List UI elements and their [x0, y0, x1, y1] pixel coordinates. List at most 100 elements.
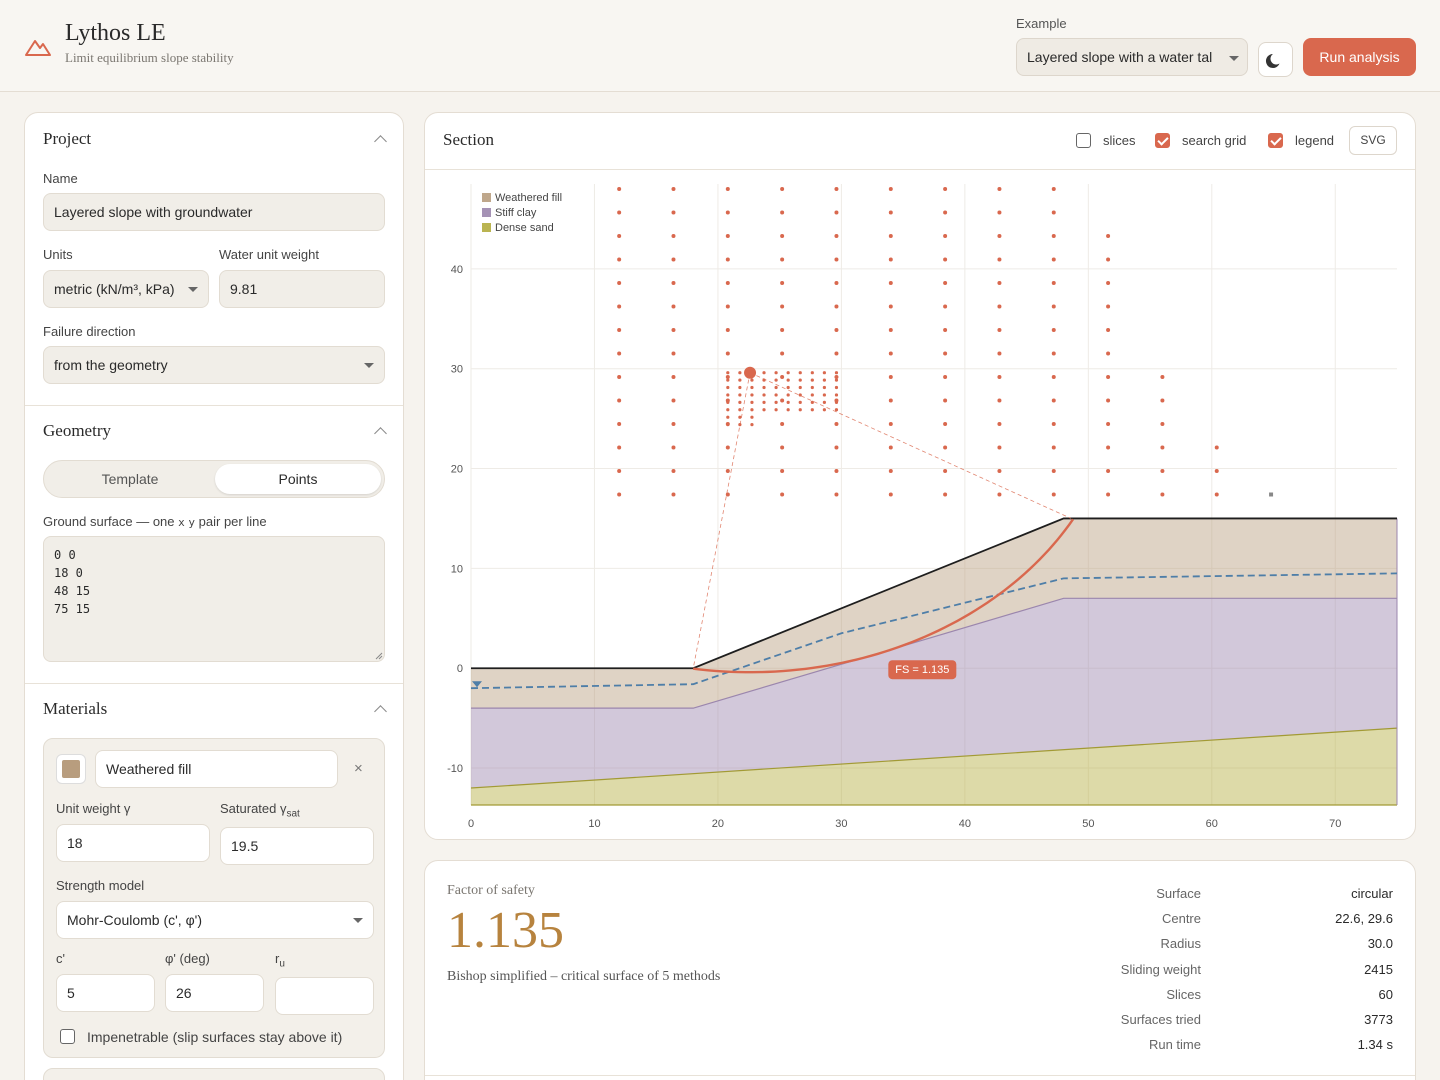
- run-analysis-button[interactable]: Run analysis: [1303, 38, 1416, 76]
- fine-grid-point: [798, 371, 802, 375]
- search-grid-point: [1160, 492, 1165, 497]
- fine-grid-point: [726, 400, 730, 404]
- chevron-up-icon[interactable]: [374, 427, 387, 440]
- fine-grid-point: [822, 385, 826, 390]
- ground-points-textarea[interactable]: 0 0 18 0 48 15 75 15: [43, 536, 385, 662]
- chevron-down-icon: [188, 287, 198, 292]
- search-grid-point: [671, 445, 676, 450]
- fine-grid-point: [774, 400, 778, 404]
- section-title: Section: [443, 130, 494, 149]
- cohesion-input[interactable]: 5: [56, 974, 155, 1012]
- ground-surface-line: [471, 517, 1397, 670]
- geometry-heading: Geometry: [43, 421, 111, 440]
- legend-swatch: [482, 208, 491, 217]
- search-grid-point: [997, 468, 1002, 473]
- search-grid-point: [834, 351, 839, 356]
- units-select[interactable]: metric (kN/m³, kPa): [43, 270, 209, 308]
- search-grid-point: [888, 492, 893, 497]
- fine-grid-point: [726, 415, 730, 419]
- legend-toggle-checkbox[interactable]: [1268, 133, 1283, 148]
- fine-grid-point: [822, 408, 826, 412]
- material-color-swatch: [62, 760, 80, 778]
- unit-weight-input[interactable]: 18: [56, 824, 210, 862]
- legend-label: Weathered fill: [495, 192, 562, 204]
- stat-label: Centre: [1161, 911, 1201, 927]
- search-grid-point: [888, 398, 893, 403]
- fine-grid-point: [822, 371, 826, 375]
- water-unit-weight-input[interactable]: 9.81: [219, 270, 385, 308]
- chevron-up-icon[interactable]: [374, 135, 387, 148]
- fine-grid-point: [786, 371, 790, 375]
- search-grid-point: [780, 280, 785, 285]
- material-card-next: [43, 1068, 385, 1080]
- water-table-line: [470, 572, 1398, 690]
- search-grid-point: [725, 257, 730, 262]
- export-svg-button[interactable]: SVG: [1349, 126, 1397, 155]
- strength-model-select[interactable]: Mohr-Coulomb (c', φ'): [56, 901, 374, 939]
- theme-toggle-button[interactable]: [1258, 42, 1293, 77]
- critical-centre-marker: [744, 366, 757, 379]
- search-grid-point: [943, 374, 948, 379]
- fine-grid-point: [762, 393, 766, 397]
- fine-grid-point: [810, 408, 814, 412]
- project-heading: Project: [43, 129, 92, 148]
- resize-handle-icon[interactable]: [375, 652, 383, 660]
- search-grid-point: [725, 210, 730, 215]
- search-grid-point: [834, 374, 839, 379]
- material-color-picker[interactable]: [56, 754, 86, 784]
- search-grid-point: [617, 374, 622, 379]
- stat-label: Surface: [1156, 886, 1201, 901]
- material-name-input[interactable]: Weathered fill: [95, 750, 338, 788]
- search-grid-point: [888, 186, 893, 191]
- search-grid-point: [943, 210, 948, 215]
- stat-label: Surfaces tried: [1120, 1012, 1201, 1027]
- tab-points[interactable]: Points: [215, 464, 381, 494]
- example-select[interactable]: Layered slope with a water tal: [1016, 38, 1248, 76]
- pore-ratio-input[interactable]: [275, 977, 374, 1015]
- x-tick-label: 20: [712, 818, 724, 830]
- dense-sand-layer: [471, 728, 1397, 805]
- search-grid-point: [888, 257, 893, 262]
- cohesion-label: c': [56, 951, 65, 966]
- search-grid-point: [997, 233, 1002, 238]
- search-grid-point: [617, 327, 622, 332]
- tab-template[interactable]: Template: [101, 471, 159, 487]
- search-grid-point: [834, 492, 839, 497]
- search-grid-point: [725, 445, 730, 450]
- x-tick-label: 50: [1082, 818, 1094, 830]
- impenetrable-checkbox[interactable]: [60, 1029, 75, 1044]
- slope-section-chart[interactable]: FS = 1.135 0 10 20 30 40 50 60 70 -10 0 10 20 30 40 Wea…: [425, 170, 1415, 840]
- search-grid-point: [997, 351, 1002, 356]
- search-grid-point: [1051, 421, 1056, 426]
- search-grid-point: [1051, 492, 1056, 497]
- remove-material-icon[interactable]: ×: [354, 760, 363, 777]
- saturated-weight-input[interactable]: 19.5: [220, 827, 374, 865]
- legend-label: Dense sand: [495, 222, 554, 234]
- legend-swatch: [482, 193, 491, 202]
- fine-grid-point: [762, 408, 766, 412]
- legend-toggle-label: legend: [1295, 133, 1335, 148]
- stat-value: 1.34 s: [1357, 1037, 1393, 1053]
- search-grid-point: [1106, 421, 1111, 426]
- fine-grid-point: [738, 400, 742, 404]
- failure-direction-select[interactable]: from the geometry: [43, 346, 385, 384]
- app-header: Lythos LE Limit equilibrium slope stabil…: [0, 0, 1440, 92]
- chevron-up-icon[interactable]: [374, 705, 387, 718]
- stat-label: Run time: [1148, 1037, 1201, 1053]
- materials-heading: Materials: [43, 699, 108, 718]
- search-grid-toggle-label: search grid: [1182, 133, 1247, 148]
- search-grid-toggle-checkbox[interactable]: [1155, 133, 1170, 148]
- friction-angle-input[interactable]: 26: [165, 974, 264, 1012]
- search-grid-point: [888, 233, 893, 238]
- search-grid-point: [997, 186, 1002, 191]
- unit-weight-label: Unit weight γ: [56, 801, 131, 816]
- search-grid-point: [943, 186, 948, 191]
- stat-value: 60: [1378, 986, 1393, 1002]
- search-grid-point: [1051, 210, 1056, 215]
- slices-toggle-checkbox[interactable]: [1076, 133, 1091, 148]
- stat-value: 3773: [1364, 1012, 1393, 1027]
- project-name-input[interactable]: Layered slope with groundwater: [43, 193, 385, 231]
- impenetrable-label: Impenetrable (slip surfaces stay above i…: [87, 1029, 343, 1045]
- search-grid-point: [1106, 445, 1111, 450]
- ground-label-y: y: [188, 516, 196, 529]
